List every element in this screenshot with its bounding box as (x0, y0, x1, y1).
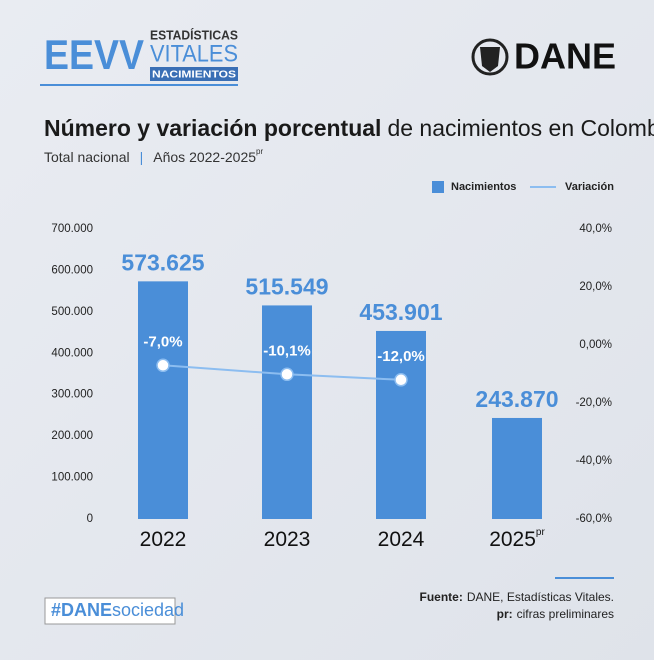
logo-text: VITALES (150, 40, 238, 67)
hashtag: #DANEsociedad (51, 600, 184, 620)
value-label: 573.625 (121, 249, 204, 275)
x-tick-label: 2022 (140, 528, 187, 551)
bar (492, 417, 542, 519)
logo: EEVV (44, 31, 144, 78)
hashtag-rest: sociedad (112, 600, 184, 620)
source: Fuente: DANE, Estadísticas Vitales. (419, 590, 614, 604)
logo-text: NACIMIENTOS (152, 68, 236, 80)
line-marker (394, 373, 408, 387)
hashtag-box (44, 597, 176, 625)
y-tick-label: 200.000 (51, 430, 93, 442)
x-tick-label: 2024 (378, 528, 425, 551)
note-text: cifras preliminares (517, 607, 614, 621)
y-tick-label: 500.000 (51, 306, 93, 318)
value-label: 515.549 (245, 273, 328, 299)
note-label: pr: (497, 607, 513, 621)
x-tick-text: 2024 (378, 528, 425, 551)
subtitle-part: Años 2022-2025 (153, 149, 256, 165)
bar (262, 305, 312, 519)
x-tick-label: 2023 (264, 528, 311, 551)
x-tick-text: 2023 (264, 528, 311, 551)
value-label: 453.901 (359, 299, 442, 325)
y2-tick-label: 0,00% (579, 339, 612, 351)
title-bold: Número y variación porcentual (44, 115, 381, 141)
logo-text: ESTADÍSTICAS (150, 27, 238, 42)
note: pr: cifras preliminares (497, 607, 614, 621)
y2-tick-label: -60,0% (576, 513, 612, 525)
y2-tick-label: 40,0% (579, 223, 612, 235)
legend-label: Nacimientos (451, 181, 516, 193)
y-tick-label: 300.000 (51, 389, 93, 401)
emblem (471, 38, 509, 76)
subtitle: Total nacional | Años 2022-2025pr (44, 147, 263, 165)
y2-tick-label: 20,0% (579, 281, 612, 293)
y-tick-label: 700.000 (51, 223, 93, 235)
subtitle-sep: | (140, 149, 144, 165)
line-marker (280, 367, 294, 382)
y2-tick-label: -20,0% (576, 397, 612, 409)
x-tick-text: 2022 (140, 528, 187, 551)
x-tick-sup: pr (536, 527, 546, 538)
line-marker (156, 358, 170, 373)
bar (138, 281, 188, 519)
source-text: DANE, Estadísticas Vitales. (467, 590, 614, 604)
y-tick-label: 0 (87, 513, 93, 525)
y-tick-label: 100.000 (51, 472, 93, 484)
legend-swatch (432, 181, 444, 193)
y-tick-label: 400.000 (51, 347, 93, 359)
subtitle-sup: pr (256, 147, 263, 156)
legend-label: Variación (565, 181, 614, 193)
value-label: -10,1% (263, 342, 311, 359)
x-tick-label: 2025pr (489, 527, 545, 551)
logo-box (150, 67, 238, 81)
brand: DANE (514, 36, 616, 77)
value-label: -7,0% (143, 333, 182, 350)
hashtag-bold: #DANE (51, 600, 112, 620)
chart-title: Número y variación porcentual de nacimien… (44, 115, 654, 141)
source-label: Fuente: (419, 590, 462, 604)
x-tick-text: 2025 (489, 528, 536, 551)
value-label: -12,0% (377, 348, 425, 365)
bar (376, 330, 426, 519)
y2-tick-label: -40,0% (576, 455, 612, 467)
title-rest: de nacimientos en Colombia (387, 115, 654, 141)
value-label: 243.870 (475, 386, 558, 412)
subtitle-part: Total nacional (44, 149, 130, 165)
y-tick-label: 600.000 (51, 264, 93, 276)
